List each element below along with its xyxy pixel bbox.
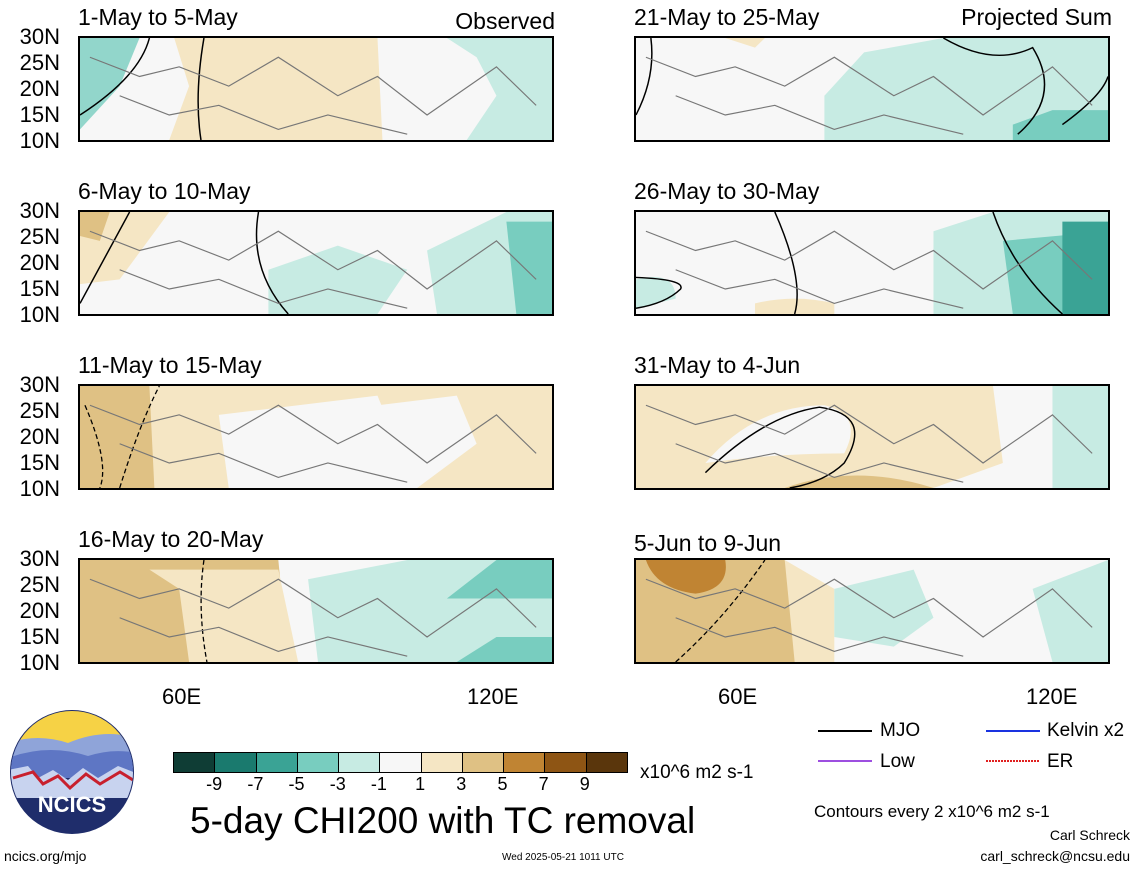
map-panel-4 xyxy=(78,558,554,664)
colorbar xyxy=(173,752,628,773)
colorbar-swatch xyxy=(379,753,421,772)
lat-label: 25N xyxy=(19,224,60,249)
colorbar-swatch xyxy=(214,753,256,772)
colorbar-swatch xyxy=(255,753,297,772)
colorbar-swatch xyxy=(296,753,339,772)
legend-lines-right xyxy=(986,730,1040,762)
legend-kelvin: Kelvin x2 xyxy=(1047,720,1125,741)
lat-label: 15N xyxy=(19,276,60,301)
lat-label: 20N xyxy=(19,424,60,449)
chart-title: 5-day CHI200 with TC removal xyxy=(190,800,696,841)
lat-label: 15N xyxy=(19,102,60,127)
map-panel-1 xyxy=(78,36,554,142)
colorbar-swatch xyxy=(338,753,380,772)
lat-label: 20N xyxy=(19,250,60,275)
lat-label: 25N xyxy=(19,398,60,423)
lat-label: 20N xyxy=(19,76,60,101)
lat-label: 10N xyxy=(19,302,60,327)
colorbar-units: x10^6 m2 s-1 xyxy=(640,762,754,783)
lat-label: 15N xyxy=(19,450,60,475)
colorbar-tick-label: 9 xyxy=(579,774,590,794)
legend-er: ER xyxy=(1047,751,1074,772)
colorbar-tick-label: -3 xyxy=(329,774,346,794)
map-panel-6 xyxy=(634,210,1110,316)
lon-label-60e-right: 60E xyxy=(718,684,758,709)
map-panel-2 xyxy=(78,210,554,316)
colorbar-swatch xyxy=(461,753,504,772)
lat-label: 30N xyxy=(19,24,60,49)
footer-url[interactable]: ncics.org/mjo xyxy=(4,848,87,864)
colorbar-tick-label: 5 xyxy=(497,774,508,794)
observed-label: Observed xyxy=(455,8,555,34)
map-panel-8 xyxy=(634,558,1110,664)
logo-text: NCICS xyxy=(38,792,106,817)
panel-title-1: 1-May to 5-May xyxy=(78,4,238,30)
legend-mjo: MJO xyxy=(880,720,921,741)
panel-title-5: 21-May to 25-May xyxy=(634,4,820,30)
footer-email[interactable]: carl_schreck@ncsu.edu xyxy=(980,848,1130,864)
map-panel-3 xyxy=(78,384,554,490)
lat-label: 15N xyxy=(19,624,60,649)
panel-title-7: 31-May to 4-Jun xyxy=(634,352,801,378)
legend-low: Low xyxy=(880,751,915,772)
ncics-logo: NCICS xyxy=(8,708,136,836)
legend-lines-left xyxy=(818,730,872,762)
map-panel-5 xyxy=(634,36,1110,142)
colorbar-tick-label: -1 xyxy=(370,774,387,794)
lat-label: 20N xyxy=(19,598,60,623)
lon-label-120e-right: 120E xyxy=(1026,684,1078,709)
colorbar-tick-label: -5 xyxy=(288,774,305,794)
colorbar-swatch xyxy=(585,753,627,772)
colorbar-tick-label: -9 xyxy=(206,774,223,794)
colorbar-tick-label: -7 xyxy=(247,774,264,794)
lat-label: 25N xyxy=(19,50,60,75)
lat-label: 10N xyxy=(19,128,60,153)
panel-title-8: 5-Jun to 9-Jun xyxy=(634,530,782,556)
panel-title-2: 6-May to 10-May xyxy=(78,178,251,204)
lat-label: 30N xyxy=(19,198,60,223)
lon-label-60e-left: 60E xyxy=(162,684,202,709)
lat-label: 10N xyxy=(19,650,60,675)
lon-label-120e-left: 120E xyxy=(467,684,519,709)
colorbar-swatch xyxy=(503,753,545,772)
footer-timestamp: Wed 2025-05-21 1011 UTC xyxy=(502,852,624,863)
panel-title-4: 16-May to 20-May xyxy=(78,526,264,552)
colorbar-swatch xyxy=(174,753,215,772)
projected-sum-label: Projected Sum xyxy=(961,4,1112,30)
contour-note: Contours every 2 x10^6 m2 s-1 xyxy=(814,802,1050,821)
colorbar-swatch xyxy=(544,753,586,772)
map-panel-7 xyxy=(634,384,1110,490)
lat-label: 30N xyxy=(19,546,60,571)
colorbar-tick-label: 1 xyxy=(415,774,426,794)
colorbar-tick-label: 7 xyxy=(538,774,549,794)
lat-label: 30N xyxy=(19,372,60,397)
lat-label: 25N xyxy=(19,572,60,597)
colorbar-tick-label: 3 xyxy=(456,774,467,794)
colorbar-swatch xyxy=(420,753,462,772)
lat-label: 10N xyxy=(19,476,60,501)
panel-title-3: 11-May to 15-May xyxy=(78,352,262,378)
panel-title-6: 26-May to 30-May xyxy=(634,178,820,204)
footer-author: Carl Schreck xyxy=(1049,827,1130,843)
